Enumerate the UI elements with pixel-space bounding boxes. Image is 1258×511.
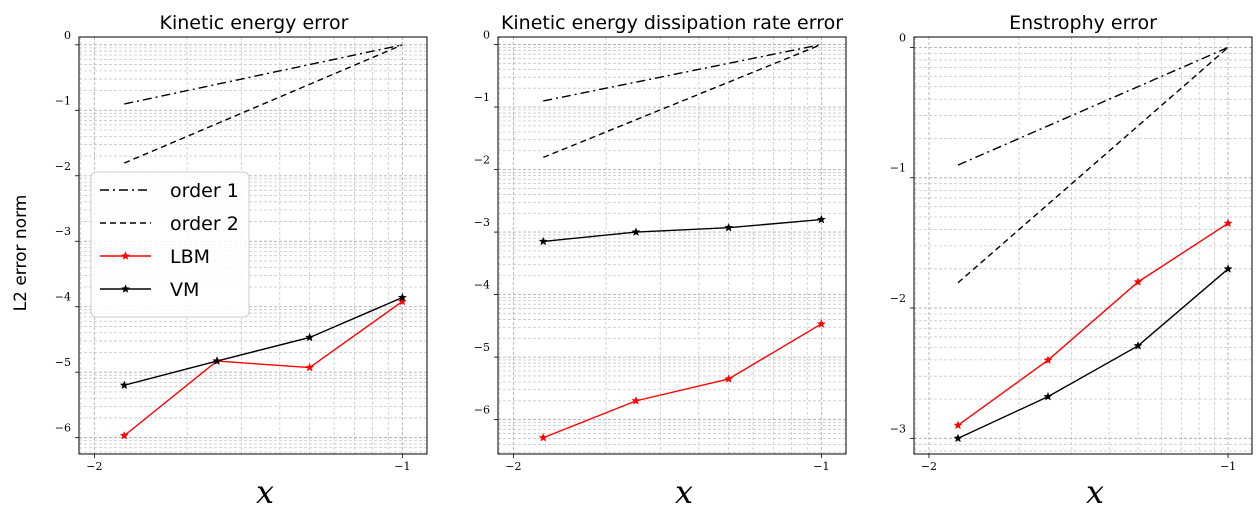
y-tick-label: −1 xyxy=(890,162,906,175)
data-point-vm xyxy=(1133,341,1143,350)
y-tick-label: −3 xyxy=(890,422,906,435)
data-point-lbm xyxy=(1223,218,1233,228)
data-point-vm xyxy=(305,332,315,342)
y-tick-label: −2 xyxy=(55,160,71,173)
y-tick-label: −6 xyxy=(474,404,490,417)
y-tick-label: 0 xyxy=(64,29,71,42)
panel-2: −2 −1 0 −1 −2 −3 −4 −5 −6 Kinetic energy dissipat… xyxy=(474,12,847,511)
data-point-vm xyxy=(119,380,129,390)
y-tick-label: −4 xyxy=(474,279,490,292)
x-tick-label: −1 xyxy=(394,460,410,473)
legend-label: order 2 xyxy=(170,213,239,235)
y-tick-label: 0 xyxy=(483,29,490,42)
series-line-vm xyxy=(124,296,403,386)
x-axis-label: x xyxy=(1086,473,1104,511)
plot-frame xyxy=(913,36,1253,455)
data-point-vm xyxy=(1223,264,1233,273)
x-axis-label: x xyxy=(675,473,693,511)
data-point-vm xyxy=(631,227,641,236)
y-tick-label: −5 xyxy=(474,341,490,354)
series-line-vm xyxy=(543,218,822,243)
legend-marker xyxy=(120,284,131,293)
y-tick-label: −6 xyxy=(55,422,71,435)
series-line-order-1 xyxy=(124,44,403,105)
y-tick-label: −3 xyxy=(55,225,71,238)
series-line-order-1 xyxy=(543,43,822,102)
data-point-lbm xyxy=(953,420,963,430)
data-point-lbm xyxy=(119,430,129,440)
y-tick-label: 0 xyxy=(899,31,906,44)
series-line-order-2 xyxy=(957,46,1229,284)
series-line-lbm xyxy=(957,222,1229,426)
y-tick-label: −1 xyxy=(55,94,71,107)
data-point-vm xyxy=(816,214,826,224)
panel-title: Kinetic energy dissipation rate error xyxy=(501,12,843,34)
data-point-lbm xyxy=(724,374,734,383)
data-point-vm xyxy=(1043,391,1053,401)
y-tick-label: −2 xyxy=(474,154,490,167)
series-line-order-2 xyxy=(543,43,822,159)
legend-label: LBM xyxy=(170,246,210,268)
legend-label: VM xyxy=(170,279,199,301)
data-point-vm xyxy=(724,222,734,232)
data-point-lbm xyxy=(538,432,548,442)
series-line-order-1 xyxy=(957,46,1229,166)
data-point-vm xyxy=(212,356,222,365)
legend-label: order 1 xyxy=(170,180,239,202)
x-tick-label: −2 xyxy=(921,460,937,473)
panel-title: Enstrophy error xyxy=(1009,12,1157,34)
y-tick-label: −4 xyxy=(55,291,71,304)
y-axis-label: L2 error norm xyxy=(11,195,31,312)
panel-3: −2 −1 0 −1 −2 −3 Enstrophy error x xyxy=(890,12,1253,511)
data-point-lbm xyxy=(1133,277,1143,286)
grid xyxy=(914,37,1252,454)
x-tick-label: −2 xyxy=(505,460,521,473)
data-point-lbm xyxy=(816,319,826,328)
data-point-vm xyxy=(953,433,963,443)
x-tick-label: −1 xyxy=(813,460,829,473)
legend: order 1 order 2 LBM VM xyxy=(90,171,250,318)
y-tick-label: −2 xyxy=(890,292,906,305)
series-line-lbm xyxy=(123,300,403,437)
legend-box xyxy=(90,171,250,318)
x-tick-label: −1 xyxy=(1220,460,1236,473)
series-line-order-2 xyxy=(123,44,403,164)
data-point-lbm xyxy=(631,396,641,405)
data-point-vm xyxy=(538,236,548,246)
panel-title: Kinetic energy error xyxy=(160,12,349,34)
x-axis-label: x xyxy=(256,473,274,511)
legend-marker xyxy=(120,251,131,260)
data-point-lbm xyxy=(1043,355,1053,365)
y-tick-label: −5 xyxy=(55,356,71,369)
data-point-vm xyxy=(397,292,407,302)
series-line-vm xyxy=(957,268,1229,439)
data-point-lbm xyxy=(397,296,407,306)
y-tick-label: −1 xyxy=(474,91,490,104)
x-tick-label: −2 xyxy=(86,460,102,473)
series-line-lbm xyxy=(543,323,822,439)
plot-frame xyxy=(497,36,847,455)
y-tick-label: −3 xyxy=(474,216,490,229)
plot-frame xyxy=(78,36,428,455)
data-point-lbm xyxy=(305,362,315,372)
